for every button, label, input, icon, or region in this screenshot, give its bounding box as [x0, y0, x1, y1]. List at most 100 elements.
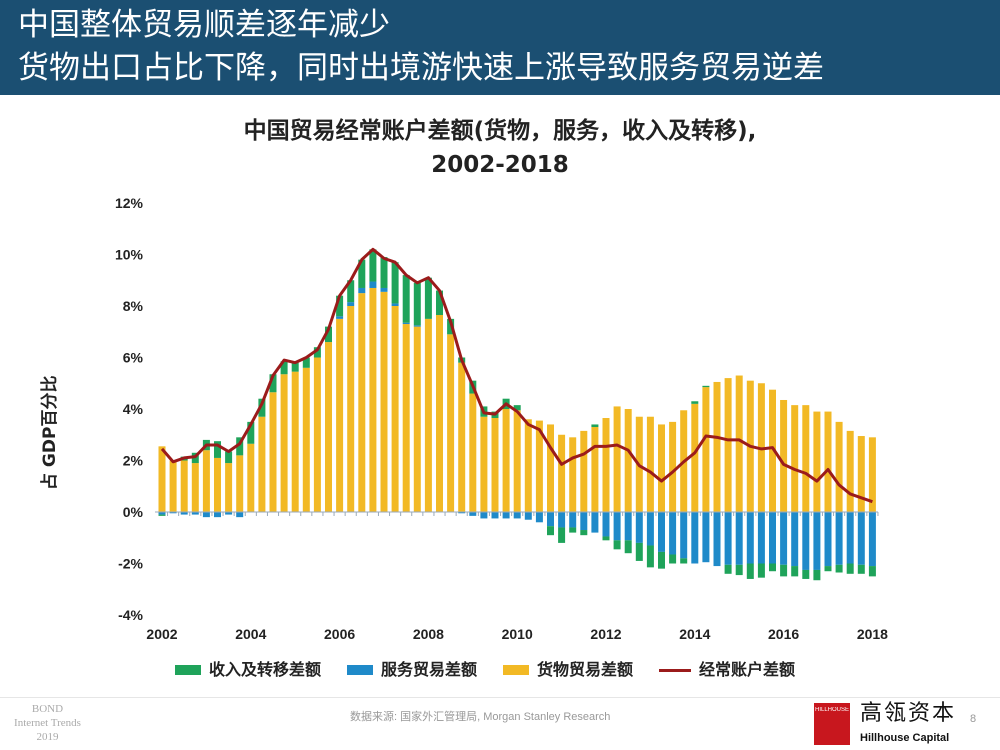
bar-goods [613, 406, 621, 512]
bar-services [835, 512, 843, 565]
bar-income [247, 421, 255, 444]
bar-services [480, 512, 488, 519]
bar-income [436, 290, 443, 316]
bar-income [691, 401, 699, 404]
bar-services [347, 302, 355, 306]
bar-goods [780, 399, 788, 512]
bar-goods [569, 437, 577, 512]
bar-goods [702, 387, 710, 512]
bar-income [658, 551, 665, 569]
bar-services [802, 512, 810, 570]
bar-services [868, 512, 876, 567]
bar-goods [269, 392, 277, 512]
bar-goods [646, 416, 654, 512]
bar-income [291, 362, 299, 372]
bar-goods [724, 378, 732, 512]
bar-income [313, 347, 321, 358]
bar-income [813, 569, 821, 581]
bar-income [347, 280, 355, 303]
hillhouse-logo-cn: 高瓴资本 [860, 701, 957, 726]
bar-goods [491, 418, 499, 512]
bar-income [780, 564, 788, 577]
bar-goods [524, 419, 532, 512]
bar-services [646, 512, 654, 546]
legend-label: 经常账户差额 [699, 660, 796, 679]
bar-income [424, 277, 432, 319]
bar-goods [169, 460, 177, 512]
bar-services [358, 287, 366, 294]
bar-income [380, 257, 388, 288]
bar-services [336, 316, 344, 319]
page-number: 8 [970, 713, 977, 725]
bar-income [269, 374, 277, 393]
hillhouse-logo-mark: HILLHOUSE [814, 703, 850, 745]
bond-logo-line: BOND [31, 703, 64, 715]
bar-goods [214, 457, 221, 512]
bar-goods [480, 416, 488, 512]
hillhouse-logo-en: Hillhouse Capital [860, 732, 950, 744]
x-tick-label: 2006 [324, 626, 355, 642]
bar-services [702, 512, 710, 563]
bond-logo-line: 2019 [36, 731, 59, 743]
bar-goods [391, 306, 399, 512]
bar-income [580, 530, 588, 536]
bar-goods [802, 405, 810, 512]
bar-income [325, 326, 332, 343]
bar-goods [302, 367, 310, 512]
bar-goods [380, 291, 388, 512]
bar-income [413, 282, 421, 326]
y-tick-label: 6% [123, 350, 144, 366]
bar-services [635, 512, 643, 543]
bar-income [602, 536, 610, 541]
x-tick-label: 2016 [768, 626, 799, 642]
bar-income [769, 563, 776, 572]
bond-logo: BOND Internet Trends 2019 [10, 702, 85, 744]
bar-services [669, 512, 677, 555]
bar-income [624, 540, 632, 554]
bar-goods [791, 405, 799, 512]
bar-goods [225, 463, 233, 512]
bar-services [202, 512, 210, 518]
y-tick-label: 0% [123, 504, 144, 520]
bar-goods [769, 389, 776, 512]
legend-services: 服务贸易差额 [347, 660, 477, 680]
header-title: 中国整体贸易顺差逐年减少 [18, 7, 390, 43]
bar-goods [513, 410, 521, 512]
bar-services [658, 512, 665, 552]
bar-services [757, 512, 765, 564]
bar-income [746, 563, 754, 579]
bar-goods [535, 420, 543, 512]
bar-services [225, 512, 233, 515]
legend: 收入及转移差额 服务贸易差额 货物贸易差额 经常账户差额 [175, 660, 795, 680]
chart-title-years: 2002-2018 [431, 152, 569, 178]
bar-services [624, 512, 632, 541]
bar-services [746, 512, 754, 564]
legend-label: 收入及转移差额 [209, 660, 322, 679]
bar-income [702, 385, 710, 388]
bar-goods [358, 293, 366, 512]
bar-goods [280, 374, 288, 512]
bar-goods [291, 371, 299, 512]
y-tick-label: 12% [115, 195, 144, 211]
bar-goods [846, 430, 854, 512]
header-subtitle: 货物出口占比下降，同时出境游快速上涨导致服务贸易逆差 [18, 50, 824, 86]
y-tick-label: 2% [123, 453, 144, 469]
bar-goods [180, 460, 188, 512]
bar-goods [735, 375, 743, 512]
bar-services [769, 512, 776, 564]
bar-income [358, 259, 366, 288]
bar-services [613, 512, 621, 541]
bar-income [258, 398, 266, 417]
bar-goods [835, 421, 843, 512]
bar-services [724, 512, 732, 565]
bar-services [780, 512, 788, 565]
bar-goods [247, 443, 255, 512]
bar-services [824, 512, 832, 567]
bar-goods [868, 437, 876, 512]
bar-goods [591, 427, 599, 512]
bar-goods [624, 409, 632, 512]
bond-logo-line: Internet Trends [14, 717, 81, 729]
bar-services [469, 512, 477, 516]
y-tick-label: 10% [115, 247, 144, 263]
bar-income [591, 424, 599, 428]
